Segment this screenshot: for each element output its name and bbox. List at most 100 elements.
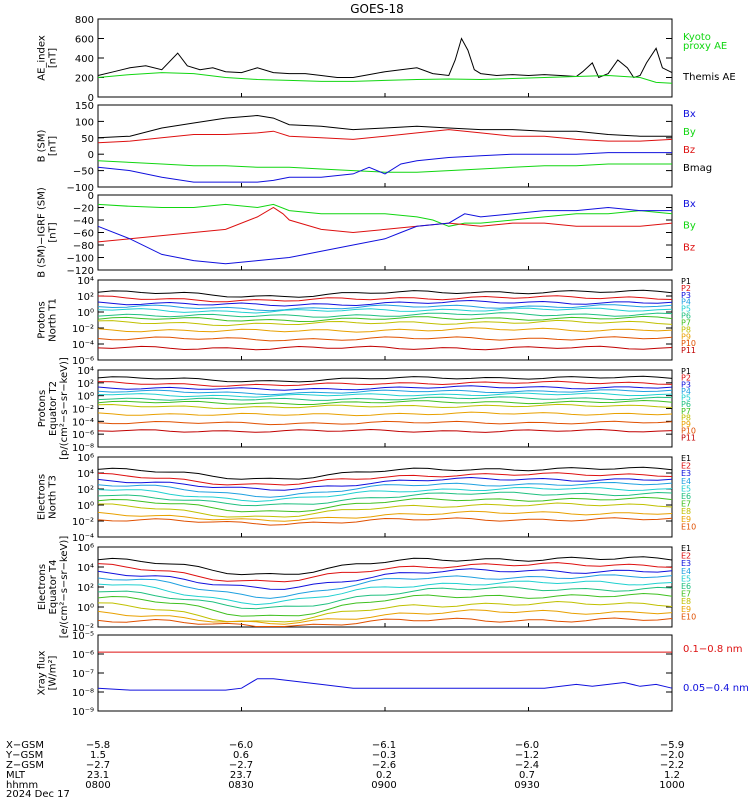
- y-tick-label: 10⁰: [77, 501, 94, 512]
- channel-label-e10: E10: [681, 612, 696, 621]
- channel-line-p9: [97, 327, 673, 333]
- axis-table-cell: 0830: [228, 780, 253, 791]
- y-tick-label: 150: [75, 101, 94, 112]
- channel-label-p4: P4: [681, 298, 691, 307]
- y-tick-label: 10⁻²: [72, 623, 94, 634]
- channel-line-e10: [97, 517, 673, 526]
- y-axis-label: Electrons: [37, 564, 48, 610]
- channel-line-p7: [97, 399, 673, 405]
- channel-line-e7: [97, 496, 673, 513]
- channel-line-p8: [97, 403, 673, 410]
- series-line: [97, 160, 672, 173]
- y-tick-label: 10⁻⁶: [72, 650, 94, 661]
- axis-row-label: Y−GSM: [5, 750, 43, 761]
- y-tick-label: 10⁻⁸: [72, 443, 94, 454]
- legend-item: Bmag: [683, 163, 712, 174]
- axis-table-cell: −2.0: [660, 750, 684, 761]
- channel-line-e1: [97, 556, 673, 576]
- channel-label-e7: E7: [681, 590, 691, 599]
- channel-line-p3: [97, 299, 673, 307]
- y-tick-label: 10⁻²: [72, 517, 94, 528]
- y-tick-label: 10⁻⁴: [72, 417, 94, 428]
- y-tick-label: 0: [88, 150, 94, 161]
- legend-item: By: [683, 127, 696, 138]
- channel-line-e5: [97, 486, 673, 503]
- channel-label-p3: P3: [681, 291, 691, 300]
- channel-line-p5: [97, 307, 673, 314]
- channel-line-p2: [97, 295, 673, 303]
- y-axis-label: Protons: [37, 390, 48, 427]
- channel-label-p2: P2: [681, 284, 691, 293]
- axis-table-cell: 0900: [371, 780, 396, 791]
- channel-line-e4: [97, 481, 673, 498]
- legend-item: Bz: [683, 145, 695, 156]
- y-tick-label: 0: [88, 93, 94, 104]
- axis-table-cell: −2.6: [372, 760, 396, 771]
- y-tick-label: 10⁰: [77, 308, 94, 319]
- axis-row-label: Z−GSM: [6, 760, 44, 771]
- panel-frame: [97, 369, 673, 448]
- channel-line-e6: [97, 586, 673, 610]
- y-tick-label: 10⁻²: [72, 405, 94, 416]
- channel-label-e8: E8: [681, 507, 691, 516]
- axis-table-cell: 1.5: [90, 750, 106, 761]
- y-tick-label: 10⁴: [77, 366, 94, 377]
- y-tick-label: 600: [75, 35, 94, 46]
- axis-table-cell: −5.9: [660, 740, 684, 751]
- plot-title: GOES-18: [350, 2, 404, 16]
- series-line: [97, 114, 672, 139]
- y-tick-label: 10⁴: [77, 563, 94, 574]
- y-tick-label: −100: [67, 183, 94, 194]
- channel-label-e7: E7: [681, 500, 691, 509]
- panel-4: 10⁻⁶ 10⁻⁴ 10⁻² 10⁰ 10² 10⁴ Protons North T1 P1P2…: [37, 276, 697, 367]
- channel-line-p10: [97, 420, 673, 426]
- axis-table-cell: 0.6: [233, 750, 249, 761]
- y-axis-label: [nT]: [48, 48, 59, 68]
- y-tick-label: 800: [75, 15, 94, 26]
- y-tick-label: 10⁻⁵: [72, 631, 94, 642]
- y-tick-label: 10²: [77, 292, 94, 303]
- channel-label-e8: E8: [681, 597, 691, 606]
- channel-label-e10: E10: [681, 522, 696, 531]
- axis-table-cell: −6.0: [515, 740, 539, 751]
- panel-8: 10⁻⁹ 10⁻⁸ 10⁻⁷ 10⁻⁶ 10⁻⁵ Xray flux [W/m²] 0.1−0…: [37, 631, 749, 718]
- channel-label-p5: P5: [681, 305, 691, 314]
- y-tick-label: 10⁻⁸: [72, 688, 94, 699]
- y-axis-label: Equator T2: [48, 381, 59, 436]
- channel-line-p6: [97, 312, 673, 318]
- axis-table-cell: −6.0: [229, 740, 253, 751]
- y-tick-label: 10⁻²: [72, 324, 94, 335]
- channel-label-p10: P10: [681, 339, 696, 348]
- series-line: [97, 206, 672, 265]
- legend-item: proxy AE: [683, 41, 727, 52]
- axis-row-label: hhmm: [6, 780, 38, 791]
- y-axis-label: [nT]: [48, 222, 59, 242]
- channel-label-e9: E9: [681, 605, 691, 614]
- channel-label-p9: P9: [681, 420, 691, 429]
- y-tick-label: 0: [88, 191, 94, 202]
- channel-line-p5: [97, 392, 673, 398]
- y-tick-label: −60: [73, 229, 94, 240]
- axis-table-cell: 0930: [514, 780, 539, 791]
- y-axis-label: B (SM)−IGRF (SM): [37, 187, 48, 278]
- channel-line-e8: [98, 502, 673, 518]
- y-tick-label: 100: [75, 117, 94, 128]
- channel-line-e7: [97, 592, 673, 617]
- axis-table-cell: 0.7: [519, 770, 535, 781]
- channel-line-p11: [97, 345, 673, 351]
- axis-table-cell: −2.2: [660, 760, 684, 771]
- channel-line-e2: [97, 472, 673, 486]
- channel-line-e3: [97, 476, 673, 491]
- axis-table-cell: −5.8: [86, 740, 110, 751]
- axis-table-cell: 23.1: [87, 770, 109, 781]
- y-tick-label: −120: [67, 266, 94, 277]
- y-tick-label: 200: [75, 74, 94, 85]
- channel-label-p1: P1: [681, 367, 691, 376]
- series-line: [97, 152, 672, 183]
- channel-label-p11: P11: [681, 433, 696, 442]
- channel-line-e6: [97, 491, 673, 507]
- channel-line-e10: [97, 617, 673, 627]
